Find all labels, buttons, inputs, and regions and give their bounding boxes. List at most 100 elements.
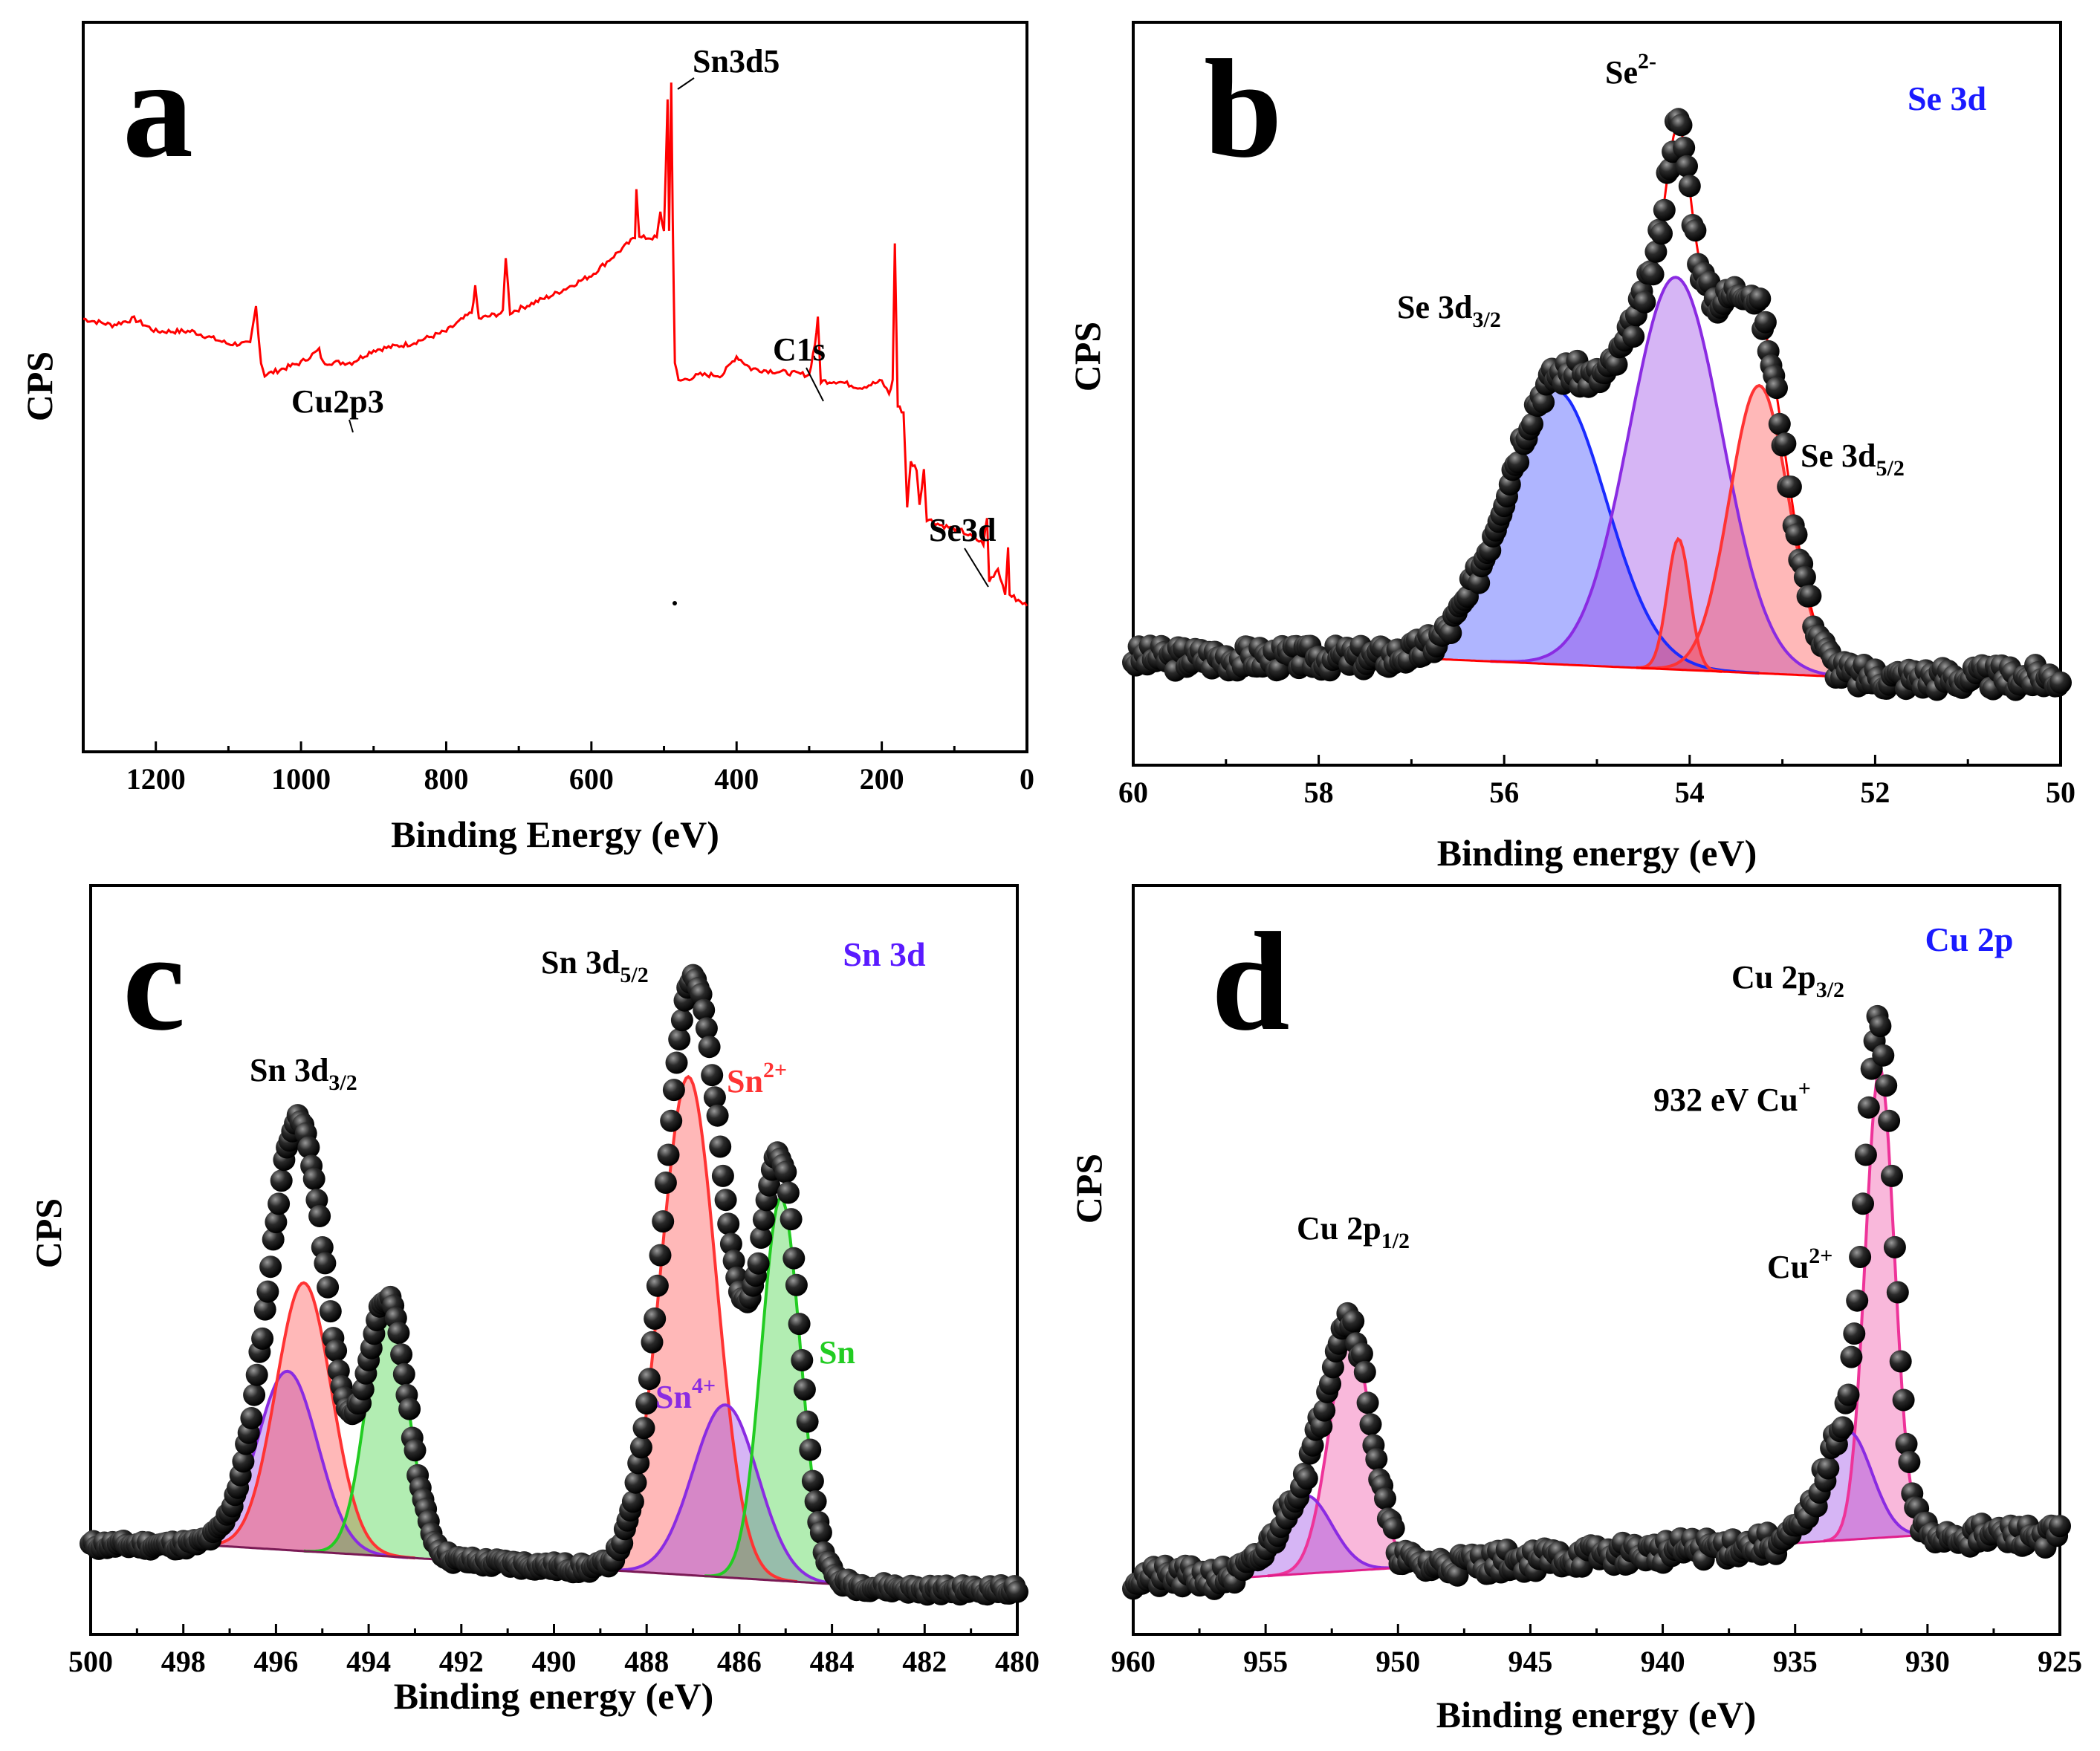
data-point [654, 1172, 677, 1194]
data-point [1840, 1345, 1863, 1368]
data-point [1895, 1432, 1918, 1455]
fit-fill-cu-2p1-2-cu- [1267, 1336, 1435, 1576]
data-point [1817, 1457, 1840, 1480]
annotation-932ev-cu-main: 932 eV Cu [1653, 1082, 1798, 1118]
annotation-sn3d5-main: Sn3d5 [693, 43, 780, 79]
data-point [1849, 1246, 1872, 1268]
data-point [1837, 1383, 1860, 1406]
panel-c-annotations: Sn 3d5/2Sn 3d3/2 Sn2+Sn4+Sn [250, 944, 855, 1415]
panel-c-dots [80, 964, 1028, 1606]
data-point [777, 1181, 800, 1204]
data-point [1676, 155, 1698, 178]
data-point [404, 1439, 427, 1462]
x-tick-label: 56 [1489, 776, 1519, 809]
x-tick-label: 480 [995, 1645, 1040, 1678]
x-tick-label: 0 [1020, 762, 1034, 796]
data-point [317, 1276, 340, 1299]
fit-fill-sn4- [595, 1405, 855, 1586]
stray-dot [673, 601, 677, 605]
data-point [693, 998, 716, 1021]
data-point [632, 1417, 655, 1440]
annotation-cu2-sup: 2+ [1809, 1244, 1832, 1268]
fit-fill-sn [704, 1198, 858, 1586]
data-point [703, 1086, 726, 1109]
data-point [660, 1109, 683, 1132]
annotation-se2-main: Se [1605, 54, 1638, 91]
data-point [1878, 1109, 1901, 1132]
panel-c-fills [166, 1076, 858, 1586]
fit-fill-se2-fit [1490, 277, 1861, 678]
fit-fill-se2-shoulder [1636, 539, 1723, 672]
panel-b-ylabel: CPS [1066, 322, 1108, 392]
x-tick-label: 492 [439, 1645, 484, 1678]
data-point [1382, 1517, 1405, 1540]
data-point [1846, 1289, 1869, 1312]
data-point [1768, 412, 1791, 435]
data-point [1374, 1487, 1396, 1510]
panel-c-xlabel: Binding energy (eV) [394, 1675, 714, 1717]
panel-d-title: Cu 2p [1925, 920, 2014, 958]
data-point [646, 1274, 669, 1297]
data-point [1439, 622, 1462, 644]
data-point [706, 1104, 729, 1127]
data-point [1883, 1235, 1906, 1258]
panel-a-ticks: 1200 1000 800 600 400 200 0 [126, 741, 1034, 796]
panel-a-xlabel: Binding Energy (eV) [391, 813, 719, 855]
data-point [2049, 671, 2072, 694]
x-tick-label: 600 [569, 762, 614, 796]
fit-fill-cu-2p1-2-cu2- [1200, 1495, 1412, 1578]
data-point [1642, 263, 1665, 286]
data-point [1507, 451, 1530, 474]
data-point [1852, 1192, 1874, 1215]
data-point [1295, 1467, 1318, 1490]
annotation-c1s: C1s [773, 331, 826, 368]
data-point [268, 1192, 291, 1215]
fit-fill-cu-2p3-2-cu- [1824, 1068, 1937, 1542]
data-point [1006, 1580, 1028, 1603]
x-tick-label: 488 [624, 1645, 669, 1678]
annotation-sn3d52: Sn 3d5/2 [541, 944, 649, 987]
data-point [665, 1051, 688, 1074]
x-tick-label: 52 [1860, 776, 1890, 809]
fit-curve-sn2-3d3-2 [195, 1281, 415, 1560]
data-point [256, 1280, 279, 1303]
annotation-se3d: Se3d [929, 512, 996, 548]
data-point [1350, 1342, 1373, 1365]
x-tick-label: 800 [424, 762, 468, 796]
data-point [1774, 432, 1797, 455]
annotation-sn3d52-main: Sn 3d [541, 944, 620, 981]
fit-curve-se2-fit [1490, 276, 1861, 679]
annotation-se3d32: Se 3d3/2 [1397, 289, 1501, 332]
data-point [1684, 219, 1707, 242]
data-point [1872, 1044, 1895, 1067]
data-point [1749, 287, 1772, 310]
annotation-cu2p32: Cu 2p3/2 [1731, 959, 1844, 1002]
data-point [1622, 325, 1645, 348]
x-tick-label: 955 [1243, 1645, 1288, 1678]
data-point [1843, 1322, 1866, 1345]
panel-b: 60 58 56 54 52 50 Se2-Se 3d3/2Se 3d5/2 b Se 3… [1066, 21, 2075, 874]
panel-a: 1200 1000 800 600 400 200 0 Sn3d5C1sCu2p3Se3d … [19, 21, 1034, 855]
annotation-sn2-sup: 2+ [763, 1058, 787, 1082]
annotation-sn4-main: Sn [655, 1379, 692, 1415]
data-point [1779, 475, 1802, 498]
annotation-sn: Sn [819, 1334, 855, 1371]
data-point [1342, 1310, 1365, 1333]
data-point [319, 1300, 342, 1323]
panel-c: 500 498 496 494 492 490 488 486 484 482 480 Sn 3d5… [27, 884, 1040, 1717]
data-point [1881, 1164, 1903, 1187]
data-point [1319, 1372, 1341, 1395]
annotation-sn4: Sn4+ [655, 1374, 716, 1415]
data-point [232, 1450, 255, 1473]
data-point [711, 1164, 734, 1187]
panel-label-b: b [1204, 31, 1283, 187]
annotation-sn4-sup: 4+ [692, 1374, 716, 1398]
data-point [1644, 240, 1668, 263]
annotation-sn2: Sn2+ [727, 1058, 787, 1099]
fit-fill-sn4-3d3-2 [166, 1371, 409, 1558]
data-point [387, 1322, 410, 1345]
data-point [635, 1392, 658, 1415]
annotation-se3d52-sub: 5/2 [1876, 456, 1904, 481]
